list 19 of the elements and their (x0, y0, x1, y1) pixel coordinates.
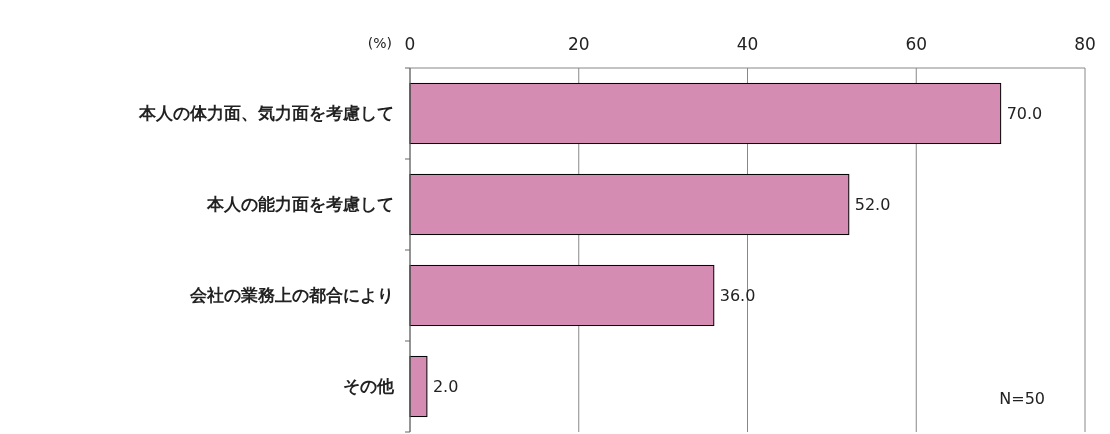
bar (409, 264, 715, 327)
bar (409, 82, 1002, 145)
annotation: N=50 (999, 389, 1045, 408)
data-label: 2.0 (432, 377, 459, 397)
data-label: 70.0 (1006, 104, 1043, 124)
y-tick-label: 本人の体力面、気力面を考慮して (138, 103, 394, 124)
x-tick-label: 40 (736, 34, 759, 54)
y-tick-label: 会社の業務上の都合により (189, 285, 394, 306)
data-label: 52.0 (854, 195, 891, 215)
bar (409, 355, 428, 418)
x-tick-label: 60 (905, 34, 928, 54)
data-label: 36.0 (719, 286, 756, 306)
x-axis-title: (%) (367, 35, 392, 51)
x-tick-label: 20 (567, 34, 590, 54)
y-tick-label: 本人の能力面を考慮して (206, 194, 394, 215)
y-tick-label: その他 (343, 376, 395, 397)
x-tick-label: 80 (1074, 34, 1096, 54)
x-tick-label: 0 (404, 34, 416, 54)
bar (409, 173, 850, 236)
